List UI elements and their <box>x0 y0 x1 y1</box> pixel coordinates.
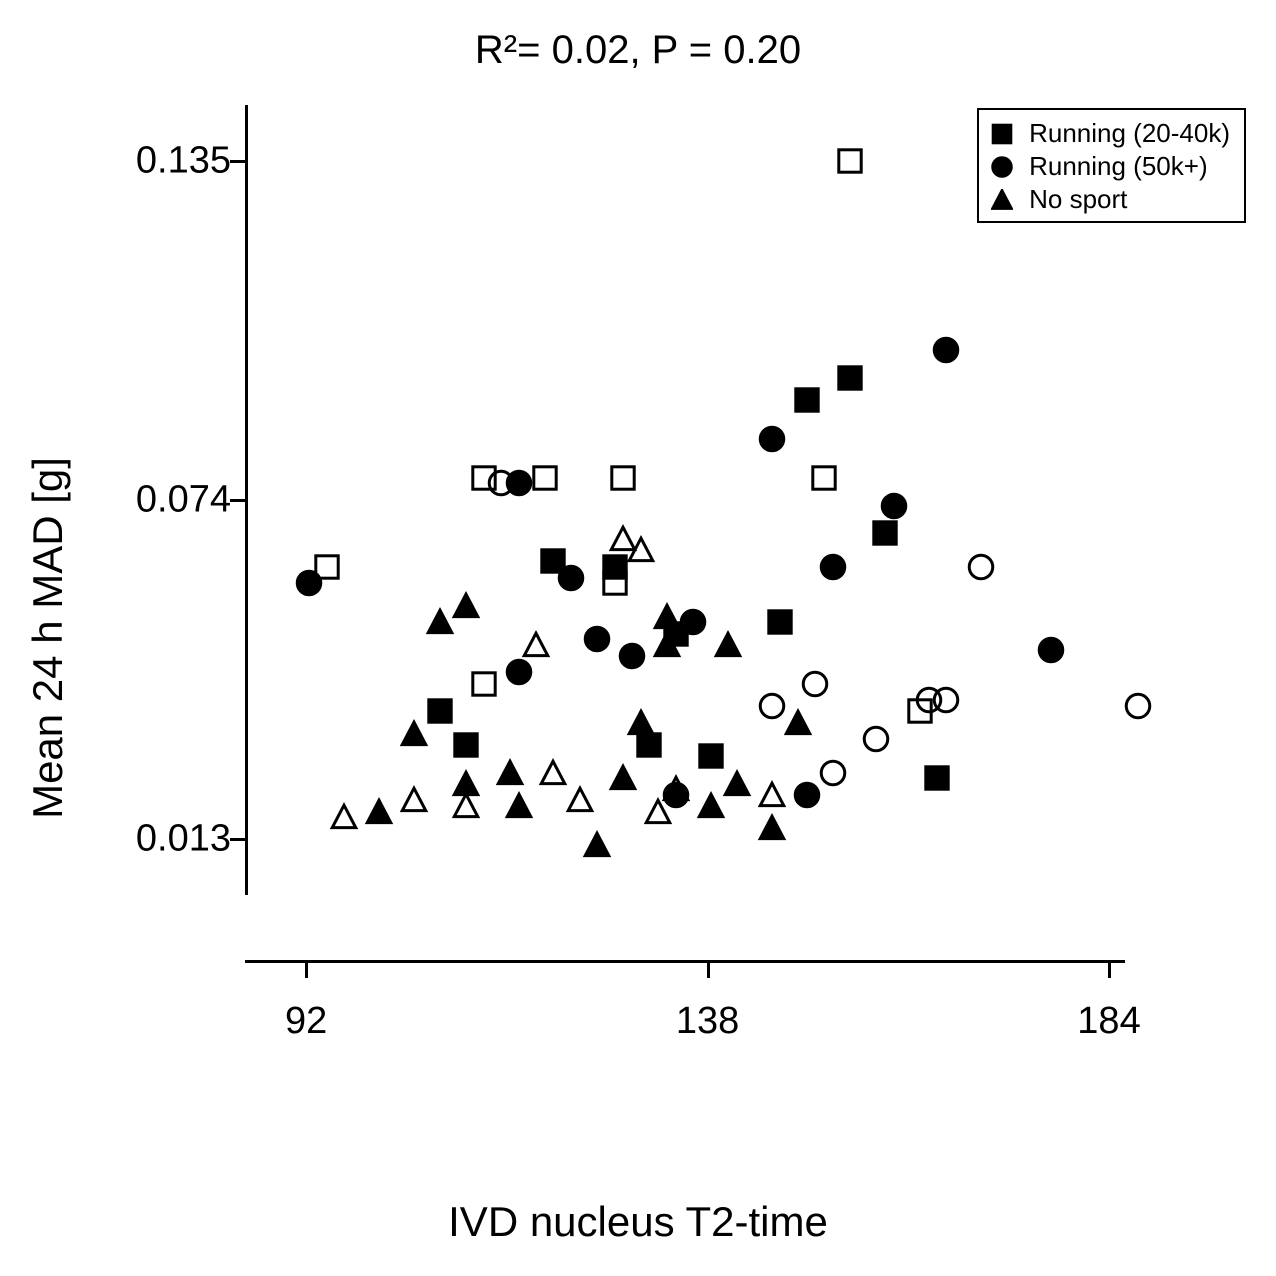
data-point <box>758 814 786 842</box>
data-point <box>662 775 690 803</box>
y-axis-label: Mean 24 h MAD [g] <box>28 0 68 1276</box>
data-point <box>836 147 864 175</box>
y-tick-mark <box>230 838 248 841</box>
data-point <box>522 631 550 659</box>
data-point <box>679 608 707 636</box>
y-tick-label: 0.013 <box>136 818 231 861</box>
x-axis-line <box>245 960 1125 963</box>
legend-item: Running (50k+) <box>989 151 1230 182</box>
data-point <box>766 608 794 636</box>
data-point <box>365 798 393 826</box>
x-axis-label: IVD nucleus T2-time <box>0 1198 1276 1246</box>
x-tick-mark <box>305 960 308 978</box>
circle-filled-icon <box>989 154 1015 180</box>
data-point <box>505 792 533 820</box>
data-point <box>793 386 821 414</box>
data-point <box>819 553 847 581</box>
data-point <box>330 803 358 831</box>
data-point <box>836 364 864 392</box>
data-point <box>601 569 629 597</box>
data-point <box>932 336 960 364</box>
data-point <box>1037 636 1065 664</box>
data-point <box>557 564 585 592</box>
x-tick-label: 184 <box>1077 1000 1140 1043</box>
data-point <box>697 792 725 820</box>
data-point <box>627 536 655 564</box>
plot-area <box>245 105 1208 895</box>
data-point <box>697 742 725 770</box>
data-point <box>801 670 829 698</box>
data-point <box>915 686 943 714</box>
legend-item: Running (20-40k) <box>989 118 1230 149</box>
data-point <box>505 658 533 686</box>
y-tick-mark <box>230 499 248 502</box>
data-point <box>714 631 742 659</box>
legend-item: No sport <box>989 184 1230 215</box>
data-point <box>758 425 786 453</box>
data-point <box>566 786 594 814</box>
data-point <box>880 492 908 520</box>
data-point <box>583 625 611 653</box>
data-point <box>539 759 567 787</box>
data-point <box>452 592 480 620</box>
x-tick-label: 138 <box>676 1000 739 1043</box>
data-point <box>758 692 786 720</box>
data-point <box>923 764 951 792</box>
data-point <box>653 603 681 631</box>
chart-title: R²= 0.02, P = 0.20 <box>0 28 1276 73</box>
data-point <box>627 709 655 737</box>
y-tick-label: 0.135 <box>136 139 231 182</box>
data-point <box>862 725 890 753</box>
data-point <box>609 764 637 792</box>
legend-label: No sport <box>1029 184 1127 215</box>
data-point <box>452 792 480 820</box>
data-point <box>618 642 646 670</box>
triangle-filled-icon <box>989 187 1015 213</box>
data-point <box>810 464 838 492</box>
data-point <box>653 631 681 659</box>
legend-label: Running (20-40k) <box>1029 118 1230 149</box>
data-point <box>487 469 515 497</box>
data-point <box>793 781 821 809</box>
x-tick-label: 92 <box>285 1000 327 1043</box>
data-point <box>1124 692 1152 720</box>
data-point <box>723 770 751 798</box>
data-point <box>295 569 323 597</box>
legend-label: Running (50k+) <box>1029 151 1208 182</box>
y-tick-label: 0.074 <box>136 479 231 522</box>
square-filled-icon <box>989 121 1015 147</box>
legend: Running (20-40k)Running (50k+)No sport <box>977 108 1246 223</box>
data-point <box>583 831 611 859</box>
data-point <box>426 697 454 725</box>
scatter-chart: R²= 0.02, P = 0.20 Mean 24 h MAD [g] IVD… <box>0 0 1276 1276</box>
x-tick-mark <box>1108 960 1111 978</box>
data-point <box>531 464 559 492</box>
data-point <box>609 464 637 492</box>
data-point <box>758 781 786 809</box>
data-point <box>400 720 428 748</box>
data-point <box>871 519 899 547</box>
data-point <box>426 608 454 636</box>
y-tick-mark <box>230 160 248 163</box>
data-point <box>496 759 524 787</box>
data-point <box>819 759 847 787</box>
x-tick-mark <box>707 960 710 978</box>
data-point <box>452 731 480 759</box>
data-point <box>470 670 498 698</box>
data-point <box>784 709 812 737</box>
data-point <box>967 553 995 581</box>
data-point <box>400 786 428 814</box>
